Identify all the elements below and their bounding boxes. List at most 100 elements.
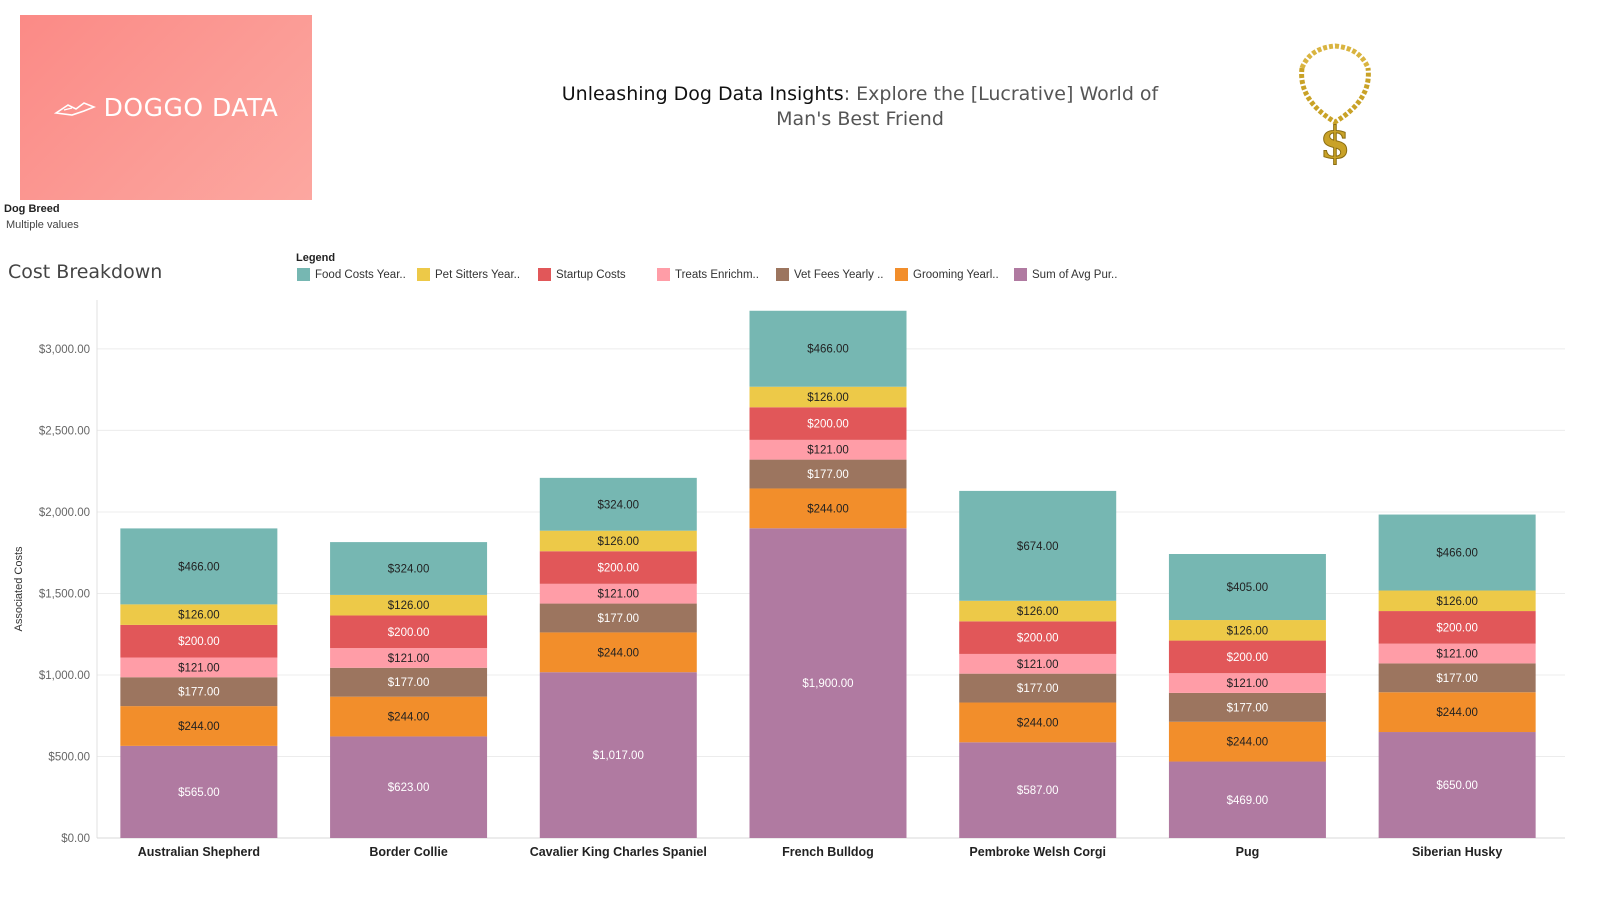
- data-label: $244.00: [1017, 717, 1059, 729]
- data-label: $244.00: [807, 503, 849, 515]
- x-tick-label: Cavalier King Charles Spaniel: [530, 845, 707, 859]
- bar-segment: [959, 490, 1117, 601]
- data-label: $1,900.00: [802, 678, 853, 690]
- bar-segment: [749, 386, 907, 408]
- data-label: $177.00: [1017, 683, 1059, 695]
- y-tick-label: $1,500.00: [39, 588, 90, 600]
- y-tick-label: $2,500.00: [39, 425, 90, 437]
- data-label: $200.00: [807, 419, 849, 431]
- data-label: $1,017.00: [593, 750, 644, 762]
- legend-label: Food Costs Year..: [315, 268, 406, 281]
- x-tick-label: Siberian Husky: [1412, 845, 1502, 859]
- data-label: $324.00: [597, 499, 639, 511]
- bar-segment: [1378, 643, 1536, 664]
- x-tick-label: Border Collie: [369, 845, 448, 859]
- x-tick-label: Pug: [1236, 845, 1260, 859]
- data-label: $200.00: [178, 636, 220, 648]
- data-label: $200.00: [1436, 622, 1478, 634]
- bar-segment: [749, 459, 907, 489]
- data-label: $126.00: [597, 536, 639, 548]
- data-label: $466.00: [178, 561, 220, 573]
- bar-segment: [1168, 761, 1326, 838]
- bar-segment: [1168, 620, 1326, 641]
- legend-label: Pet Sitters Year..: [435, 268, 521, 281]
- bar-segment: [959, 653, 1117, 674]
- data-label: $200.00: [1227, 652, 1269, 664]
- bar-segment: [120, 677, 278, 707]
- bar-segment: [959, 702, 1117, 743]
- data-label: $177.00: [178, 687, 220, 699]
- legend-label: Grooming Yearl..: [913, 268, 999, 281]
- bar-segment: [330, 736, 488, 838]
- bar-segment: [1378, 732, 1536, 838]
- data-label: $121.00: [1017, 659, 1059, 671]
- data-label: $244.00: [1227, 737, 1269, 749]
- legend-item[interactable]: Startup Costs: [538, 268, 653, 281]
- legend-swatch: [895, 268, 908, 281]
- bar-segment: [959, 673, 1117, 703]
- data-label: $324.00: [388, 564, 430, 576]
- data-label: $177.00: [597, 613, 639, 625]
- data-label: $177.00: [1227, 702, 1269, 714]
- gold-dollar-chain-icon: $: [1299, 43, 1371, 165]
- bar-segment: [1378, 663, 1536, 693]
- data-label: $126.00: [807, 392, 849, 404]
- legend-item[interactable]: Sum of Avg Pur..: [1014, 268, 1134, 281]
- legend-swatch: [297, 268, 310, 281]
- legend-swatch: [1014, 268, 1027, 281]
- data-label: $126.00: [1017, 606, 1059, 618]
- data-label: $466.00: [807, 344, 849, 356]
- bar-segment: [120, 604, 278, 625]
- bar-segment: [1378, 590, 1536, 612]
- filter-dropdown[interactable]: Multiple values: [6, 219, 79, 231]
- bar-segment: [1378, 611, 1536, 644]
- legend-label: Treats Enrichm..: [675, 268, 759, 281]
- page-title-rest: : Explore the [Lucrative] World of Man's…: [776, 83, 1159, 130]
- bar-segment: [749, 407, 907, 440]
- bar-segment: [1168, 673, 1326, 693]
- bar-segment: [120, 657, 278, 678]
- bar-segment: [120, 706, 278, 746]
- legend-item[interactable]: Food Costs Year..: [297, 268, 413, 281]
- bar-segment: [1378, 514, 1536, 591]
- data-label: $121.00: [178, 662, 220, 674]
- bar-segment: [120, 745, 278, 838]
- bar-segment: [539, 477, 697, 531]
- y-tick-label: $3,000.00: [39, 344, 90, 356]
- y-tick-label: $500.00: [48, 751, 90, 763]
- data-label: $200.00: [1017, 633, 1059, 645]
- legend: Food Costs Year.. Pet Sitters Year.. Start…: [297, 268, 1138, 281]
- bar-segment: [120, 528, 278, 605]
- y-axis-label: Associated Costs: [13, 546, 25, 631]
- bar-segment: [749, 528, 907, 838]
- legend-item[interactable]: Vet Fees Yearly ..: [776, 268, 891, 281]
- y-tick-label: $1,000.00: [39, 670, 90, 682]
- data-label: $200.00: [597, 563, 639, 575]
- bar-segment: [330, 696, 488, 737]
- bar-segment: [539, 672, 697, 838]
- page-title: Unleashing Dog Data Insights: Explore th…: [560, 82, 1160, 132]
- bar-segment: [1168, 721, 1326, 762]
- data-label: $244.00: [1436, 707, 1478, 719]
- data-label: $177.00: [807, 469, 849, 481]
- legend-item[interactable]: Treats Enrichm..: [657, 268, 772, 281]
- data-label: $674.00: [1017, 541, 1059, 553]
- bar-segment: [120, 624, 278, 658]
- data-label: $121.00: [1436, 649, 1478, 661]
- legend-item[interactable]: Pet Sitters Year..: [417, 268, 534, 281]
- logo-text: DOGGO DATA: [103, 93, 279, 122]
- svg-text:$: $: [1320, 118, 1351, 165]
- data-label: $244.00: [388, 712, 430, 724]
- y-tick-label: $0.00: [61, 833, 90, 845]
- page-title-bold: Unleashing Dog Data Insights: [561, 83, 844, 105]
- dog-logo-icon: [53, 101, 96, 116]
- bar-segment: [959, 600, 1117, 622]
- legend-swatch: [776, 268, 789, 281]
- data-label: $126.00: [1436, 596, 1478, 608]
- y-tick-label: $2,000.00: [39, 507, 90, 519]
- bar-segment: [539, 530, 697, 552]
- legend-label: Sum of Avg Pur..: [1032, 268, 1118, 281]
- legend-item[interactable]: Grooming Yearl..: [895, 268, 1010, 281]
- data-label: $200.00: [388, 627, 430, 639]
- bar-segment: [959, 621, 1117, 654]
